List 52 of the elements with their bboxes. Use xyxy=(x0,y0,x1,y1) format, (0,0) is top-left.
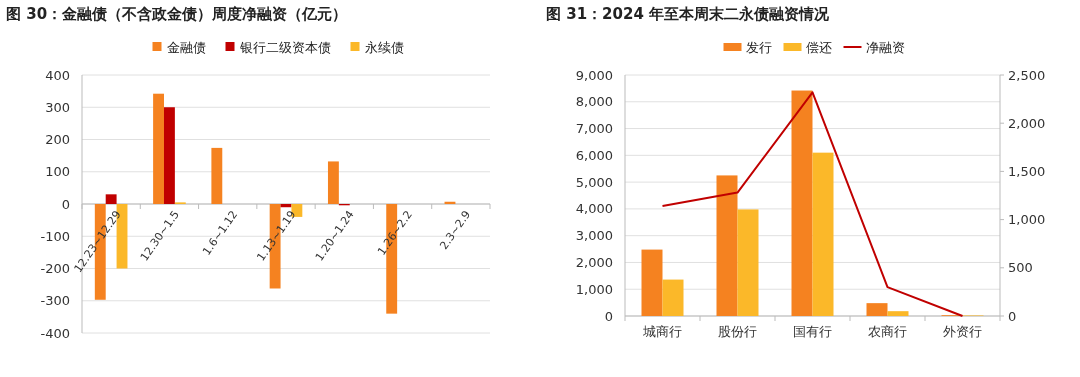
y2-tick-label: 0 xyxy=(1008,308,1017,324)
line-series xyxy=(661,91,964,317)
bar xyxy=(211,147,223,204)
y-tick-label: 4,000 xyxy=(575,201,613,217)
y-tick-label: 400 xyxy=(45,67,70,83)
legend-label: 净融资 xyxy=(865,39,905,55)
y2-tick-label: 2,500 xyxy=(1008,67,1046,83)
x-tick-label: 外资行 xyxy=(943,324,982,339)
y-tick-label: 100 xyxy=(45,164,70,180)
y-tick-label: 300 xyxy=(45,99,70,115)
bar xyxy=(737,209,759,316)
y-tick-label: -300 xyxy=(40,293,70,309)
x-tick-label: 农商行 xyxy=(868,324,907,339)
y2-tick-label: 1,500 xyxy=(1008,163,1046,179)
y2-tick-label: 1,000 xyxy=(1008,212,1046,228)
y-tick-label: 0 xyxy=(604,308,613,324)
y-tick-label: 200 xyxy=(45,132,70,148)
y-tick-label: 7,000 xyxy=(575,121,613,137)
x-tick-label: 城商行 xyxy=(642,324,682,339)
y-tick-label: 9,000 xyxy=(575,67,613,83)
y-tick-label: 6,000 xyxy=(575,147,613,163)
bar xyxy=(153,93,164,204)
chart-title: 图 30：金融债（不含政金债）周度净融资（亿元） xyxy=(6,5,348,23)
y-tick-label: 5,000 xyxy=(575,174,613,190)
bar xyxy=(716,175,738,316)
bar xyxy=(662,279,684,316)
y-tick-label: -400 xyxy=(40,325,70,341)
bar xyxy=(163,107,175,204)
bar xyxy=(327,161,339,204)
y2-tick-label: 2,000 xyxy=(1008,115,1046,131)
bar xyxy=(641,249,663,316)
y-tick-label: 2,000 xyxy=(575,254,613,270)
bar xyxy=(105,194,117,204)
y2-tick-label: 500 xyxy=(1008,260,1033,276)
chart-title: 图 31：2024 年至本周末二永债融资情况 xyxy=(546,5,831,23)
y-tick-label: 1,000 xyxy=(575,281,613,297)
y-tick-label: 8,000 xyxy=(575,94,613,110)
bar xyxy=(887,311,909,316)
bar xyxy=(812,152,834,316)
y-tick-label: 0 xyxy=(61,196,70,212)
y-tick-label: 3,000 xyxy=(575,228,613,244)
bar xyxy=(791,90,813,316)
legend-label: 金融债 xyxy=(166,39,206,55)
x-tick-label: 股份行 xyxy=(718,324,757,339)
legend-label: 偿还 xyxy=(805,39,832,55)
bar xyxy=(866,303,888,316)
y-tick-label: -200 xyxy=(40,261,70,277)
legend-label: 银行二级资本债 xyxy=(238,39,331,55)
legend-label: 永续债 xyxy=(364,39,404,55)
y-tick-label: -100 xyxy=(40,228,70,244)
x-tick-label: 国有行 xyxy=(793,324,832,339)
legend-label: 发行 xyxy=(745,39,772,55)
